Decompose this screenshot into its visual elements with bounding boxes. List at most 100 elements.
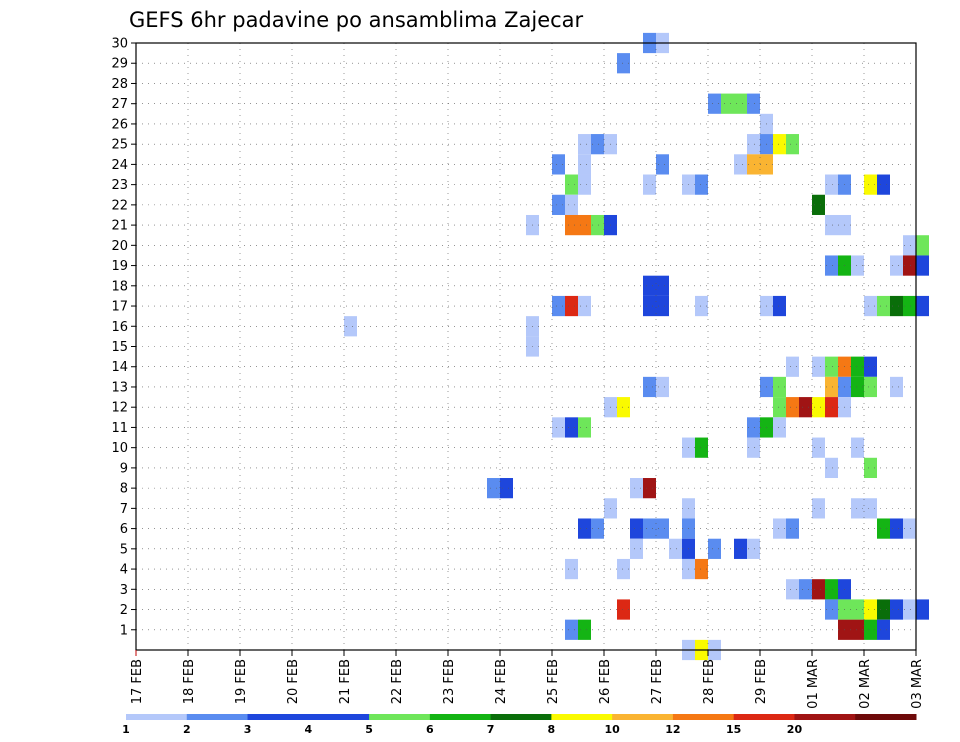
y-tick-label: 10 [111,441,128,456]
legend-swatch [612,714,674,720]
data-cell [903,599,916,620]
data-cell [591,214,604,236]
data-cell [786,356,799,377]
data-cell [786,518,799,539]
data-cell [695,437,708,458]
legend-swatch [247,714,309,720]
legend-swatch [490,714,552,720]
data-cell [552,417,565,438]
data-cell [656,295,669,317]
data-cell [825,356,838,377]
data-cell [799,579,812,600]
data-cell [578,295,591,317]
y-tick-label: 25 [111,138,128,153]
data-cell [825,174,838,195]
data-cell [851,255,864,276]
legend-swatch [308,714,370,720]
y-tick-label: 29 [111,57,128,72]
data-cell [617,397,630,418]
data-cell [565,295,578,317]
data-cell [812,397,825,418]
data-cell [851,599,864,620]
data-cell [864,599,877,620]
data-cell [552,154,565,175]
data-cell [552,194,565,215]
data-cell [747,437,760,458]
x-tick-label: 23 FEB [442,659,457,704]
data-cell [578,619,591,640]
x-tick-label: 25 FEB [546,659,561,704]
y-tick-label: 13 [111,380,128,395]
data-cell [916,599,929,620]
legend-swatch [369,714,431,720]
data-cell [630,538,643,559]
y-tick-label: 4 [120,563,128,578]
data-cell [656,275,669,296]
data-cell [773,295,786,317]
legend-label: 6 [426,723,434,736]
data-cell [747,93,760,114]
legend-label: 1 [122,723,130,736]
data-cell [565,619,578,640]
data-cell [630,478,643,499]
data-cell [916,255,929,276]
chart-title: GEFS 6hr padavine po ansamblima Zajecar [129,8,584,32]
data-cell [851,376,864,398]
x-tick-label: 22 FEB [390,659,405,704]
data-cell [565,558,578,580]
y-tick-label: 30 [111,37,128,52]
data-cell [578,154,591,175]
data-cell [916,295,929,317]
data-cell [825,599,838,620]
data-cell [747,417,760,438]
data-cell [500,478,513,499]
grid-lines [136,42,916,650]
x-tick-label: 29 FEB [754,659,769,704]
data-cell [747,154,760,175]
data-cell [890,518,903,539]
y-tick-label: 22 [111,198,128,213]
data-cell [864,174,877,195]
data-cell [799,397,812,418]
data-cell [773,397,786,418]
y-tick-label: 1 [120,623,128,638]
x-axis: 17 FEB 18 FEB 19 FEB 20 FEB 21 FEB 22 FEB 23 F… [130,650,925,709]
data-cell [812,356,825,377]
data-cell [877,295,890,317]
data-cell [708,93,721,114]
data-cell [773,518,786,539]
legend-label: 20 [787,723,803,736]
legend-swatch [733,714,795,720]
data-cell [786,134,799,155]
legend-swatch [126,714,188,720]
data-cell [695,558,708,580]
data-cell [877,518,890,539]
data-cell [630,518,643,539]
data-cell [747,538,760,559]
data-cell [344,316,357,337]
data-cell [578,417,591,438]
x-tick-label: 18 FEB [182,659,197,704]
data-cell [864,457,877,479]
data-cell [695,295,708,317]
data-cell [591,134,604,155]
legend-label: 7 [487,723,495,736]
data-cell [656,154,669,175]
data-cell [578,214,591,236]
data-cell [643,518,656,539]
y-tick-label: 6 [120,522,128,537]
data-cell [617,599,630,620]
data-cell [578,174,591,195]
data-cell [903,518,916,539]
data-cell [578,518,591,539]
y-tick-label: 14 [111,360,128,375]
data-cell [565,194,578,215]
data-cell [487,478,500,499]
data-cell [890,255,903,276]
data-cell [773,134,786,155]
data-cell [617,558,630,580]
data-cell [786,579,799,600]
legend-label: 5 [365,723,373,736]
legend-label: 12 [665,723,680,736]
data-cell [565,174,578,195]
